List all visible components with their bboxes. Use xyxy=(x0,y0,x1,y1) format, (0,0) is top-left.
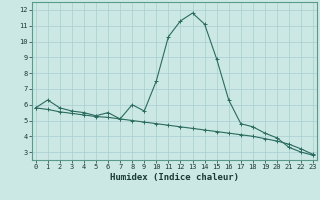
X-axis label: Humidex (Indice chaleur): Humidex (Indice chaleur) xyxy=(110,173,239,182)
